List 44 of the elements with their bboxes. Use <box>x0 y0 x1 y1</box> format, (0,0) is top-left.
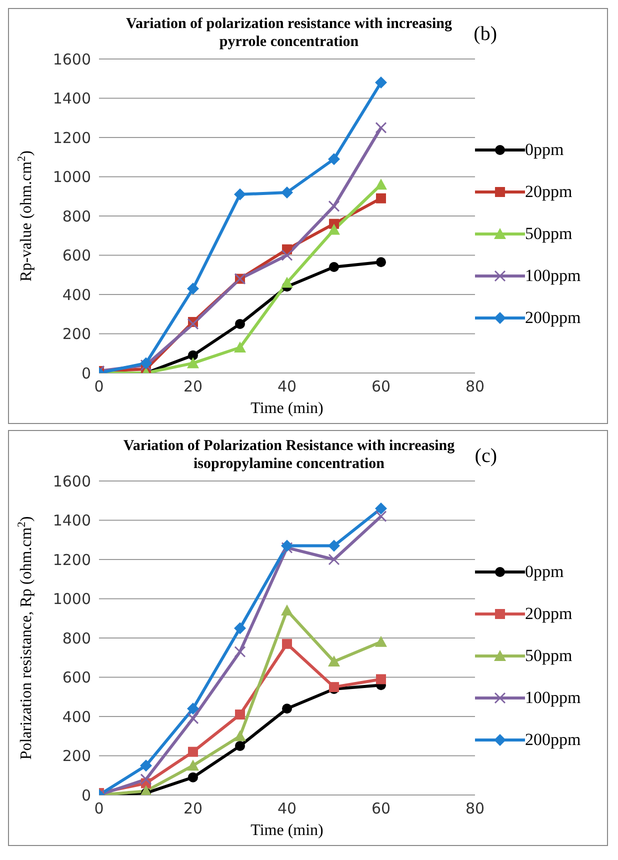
y-tick-label: 1400 <box>52 512 91 530</box>
x-tick-label: 60 <box>371 378 391 396</box>
legend-label: 200ppm <box>525 308 581 328</box>
text: (c) <box>474 445 497 468</box>
y-tick-label: 200 <box>62 747 91 766</box>
x-axis-title: Time (min) <box>250 400 324 417</box>
x-tick-label: 40 <box>277 378 297 396</box>
y-tick-label: 1200 <box>52 128 91 147</box>
y-tick-label: 600 <box>62 668 91 687</box>
x-tick-label: 80 <box>465 800 485 818</box>
legend-label: 20ppm <box>525 182 572 202</box>
legend-label: 50ppm <box>525 224 572 244</box>
y-tick-label: 400 <box>62 286 91 304</box>
legend-label: 0ppm <box>525 140 564 160</box>
legend-label: 100ppm <box>525 688 581 708</box>
x-tick-label: 20 <box>183 800 203 818</box>
y-tick-label: 800 <box>62 207 91 226</box>
x-tick-label: 0 <box>94 378 104 396</box>
y-tick-label: 600 <box>62 246 91 265</box>
y-tick-label: 200 <box>62 325 91 344</box>
chart-title: Variation of Polarization Resistance with increasing isopropylamine concentration <box>122 437 456 473</box>
legend-label: 200ppm <box>525 730 581 750</box>
legend-label: 20ppm <box>525 604 572 624</box>
x-tick-label: 20 <box>183 378 203 396</box>
text: (b) <box>474 23 497 46</box>
y-tick-label: 1000 <box>52 168 91 186</box>
y-tick-label: 800 <box>62 629 91 648</box>
y-tick-label: 0 <box>81 786 91 804</box>
legend-label: 0ppm <box>525 562 564 582</box>
x-tick-label: 80 <box>465 378 485 396</box>
y-tick-label: 1600 <box>52 472 91 490</box>
legend-label: 100ppm <box>525 266 581 286</box>
x-tick-label: 60 <box>371 800 391 818</box>
y-tick-label: 400 <box>62 708 91 726</box>
legend-label: 50ppm <box>525 646 572 666</box>
y-tick-label: 1600 <box>52 50 91 68</box>
x-tick-label: 0 <box>94 800 104 818</box>
y-tick-label: 0 <box>81 364 91 382</box>
chart-title: Variation of polarization resistance with increasing pyrrole concentration <box>125 15 453 51</box>
x-tick-label: 40 <box>277 800 297 818</box>
y-tick-label: 1200 <box>52 550 91 569</box>
x-axis-title: Time (min) <box>250 822 324 839</box>
y-tick-label: 1400 <box>52 90 91 108</box>
y-tick-label: 1000 <box>52 590 91 608</box>
